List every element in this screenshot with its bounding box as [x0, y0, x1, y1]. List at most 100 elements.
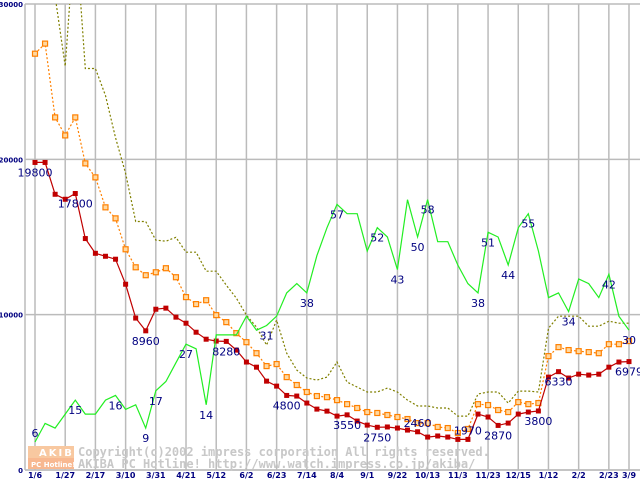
orange-dotted-point — [545, 353, 552, 360]
green-count-data-label: 57 — [330, 208, 344, 221]
logo-top-text: AKIBA — [39, 448, 84, 459]
red-price-point — [384, 424, 390, 430]
watermark: AKIBA PC Hotline! Copyright(c)2002 impre… — [28, 445, 490, 471]
red-price-point — [284, 392, 290, 398]
red-price-point — [264, 378, 270, 384]
red-price-point — [354, 418, 360, 424]
orange-dotted-point — [52, 114, 59, 121]
red-price-point — [515, 411, 521, 417]
y-tick-label: 20000 — [0, 156, 23, 164]
green-count-data-label: 43 — [390, 274, 404, 287]
orange-dotted-point — [41, 40, 49, 47]
x-tick-label: 7/14 — [297, 471, 317, 480]
x-tick-label: 11/23 — [475, 471, 500, 480]
x-tick-label: 5/12 — [206, 471, 226, 480]
red-price-point — [163, 305, 169, 311]
orange-dotted-point — [323, 394, 331, 401]
red-price-point — [133, 315, 139, 321]
x-tick-label: 1/6 — [28, 471, 42, 480]
red-price-point — [435, 433, 441, 439]
orange-dotted-point — [102, 204, 109, 211]
orange-dotted-point — [162, 265, 169, 272]
red-price-point — [274, 383, 280, 389]
orange-dotted-point — [424, 419, 431, 427]
x-tick-label: 3/9 — [622, 471, 636, 480]
red-price-point — [495, 422, 501, 428]
red-price-point — [82, 236, 88, 242]
red-price-point — [113, 256, 119, 262]
red-price-point — [203, 336, 209, 342]
orange-dotted-point — [263, 362, 270, 370]
green-count-data-label: 30 — [622, 334, 636, 347]
orange-dotted-point — [253, 350, 260, 357]
x-tick-label: 1/27 — [55, 471, 75, 480]
orange-dotted-point — [31, 50, 39, 57]
green-count-data-label: 16 — [109, 399, 123, 412]
green-count-data-label: 51 — [481, 236, 495, 249]
orange-dotted-point — [414, 419, 421, 427]
orange-dotted-point — [505, 408, 512, 416]
orange-dotted-point — [364, 408, 371, 416]
red-price-point — [324, 408, 330, 414]
red-price-point — [183, 320, 189, 326]
red-price-point — [294, 393, 300, 399]
logo-top-bg — [28, 446, 74, 458]
orange-dotted-point — [223, 319, 230, 326]
red-price-data-label: 19800 — [18, 166, 53, 179]
x-tick-label: 10/13 — [415, 471, 440, 480]
orange-dotted-point — [595, 350, 602, 357]
green-count-data-label: 27 — [179, 348, 193, 361]
red-price-point — [606, 364, 612, 370]
orange-dotted-point — [62, 132, 69, 139]
green-count-data-label: 15 — [68, 404, 82, 417]
red-price-point — [153, 306, 159, 312]
orange-dotted-point — [293, 381, 300, 389]
orange-dotted-point — [605, 341, 612, 348]
orange-dotted-point — [82, 160, 89, 167]
red-price-point — [213, 338, 219, 344]
red-price-point — [92, 250, 98, 256]
red-price-point — [465, 436, 471, 442]
red-price-point — [535, 408, 541, 414]
green-count-data-label: 42 — [602, 278, 616, 291]
orange-dotted-point — [283, 374, 290, 381]
red-price-point — [304, 400, 310, 406]
red-price-data-label: 8280 — [212, 345, 240, 358]
red-price-point — [455, 436, 461, 442]
green-count-data-label: 55 — [521, 218, 535, 231]
orange-dotted-point — [434, 423, 441, 431]
orange-dotted-point — [152, 269, 159, 276]
red-price-point — [72, 191, 78, 197]
green-count-series — [34, 199, 630, 443]
olive-dotted-series — [55, 4, 629, 417]
y-tick-label: 30000 — [0, 1, 23, 9]
x-tick-label: 3/10 — [116, 471, 136, 480]
orange-dotted-point — [344, 401, 351, 408]
red-price-point — [576, 371, 582, 377]
orange-dotted-point — [625, 337, 633, 345]
red-price-point — [415, 429, 421, 435]
red-price-point — [596, 371, 602, 377]
series-group — [31, 4, 633, 443]
red-price-point — [52, 191, 58, 197]
orange-dotted-line — [34, 42, 630, 434]
x-tick-label: 9/22 — [388, 471, 408, 480]
orange-dotted-point — [92, 174, 99, 181]
red-price-point — [556, 369, 562, 375]
x-tick-label: 9/1 — [360, 471, 374, 480]
red-price-point — [334, 413, 340, 419]
red-price-point — [405, 427, 411, 433]
orange-dotted-point — [333, 397, 341, 404]
orange-dotted-point — [615, 341, 623, 348]
orange-dotted-point — [313, 392, 320, 400]
red-price-point — [143, 328, 149, 334]
orange-dotted-point — [575, 348, 582, 355]
x-tick-label: 2/2 — [572, 471, 586, 480]
red-price-point — [243, 359, 249, 365]
site-url-text: AKIBA PC Hotline! http://www.watch.impre… — [78, 457, 475, 471]
orange-dotted-point — [374, 409, 381, 417]
green-count-data-label: 52 — [370, 232, 384, 245]
orange-dotted-point — [72, 114, 79, 121]
orange-dotted-point — [515, 399, 522, 406]
